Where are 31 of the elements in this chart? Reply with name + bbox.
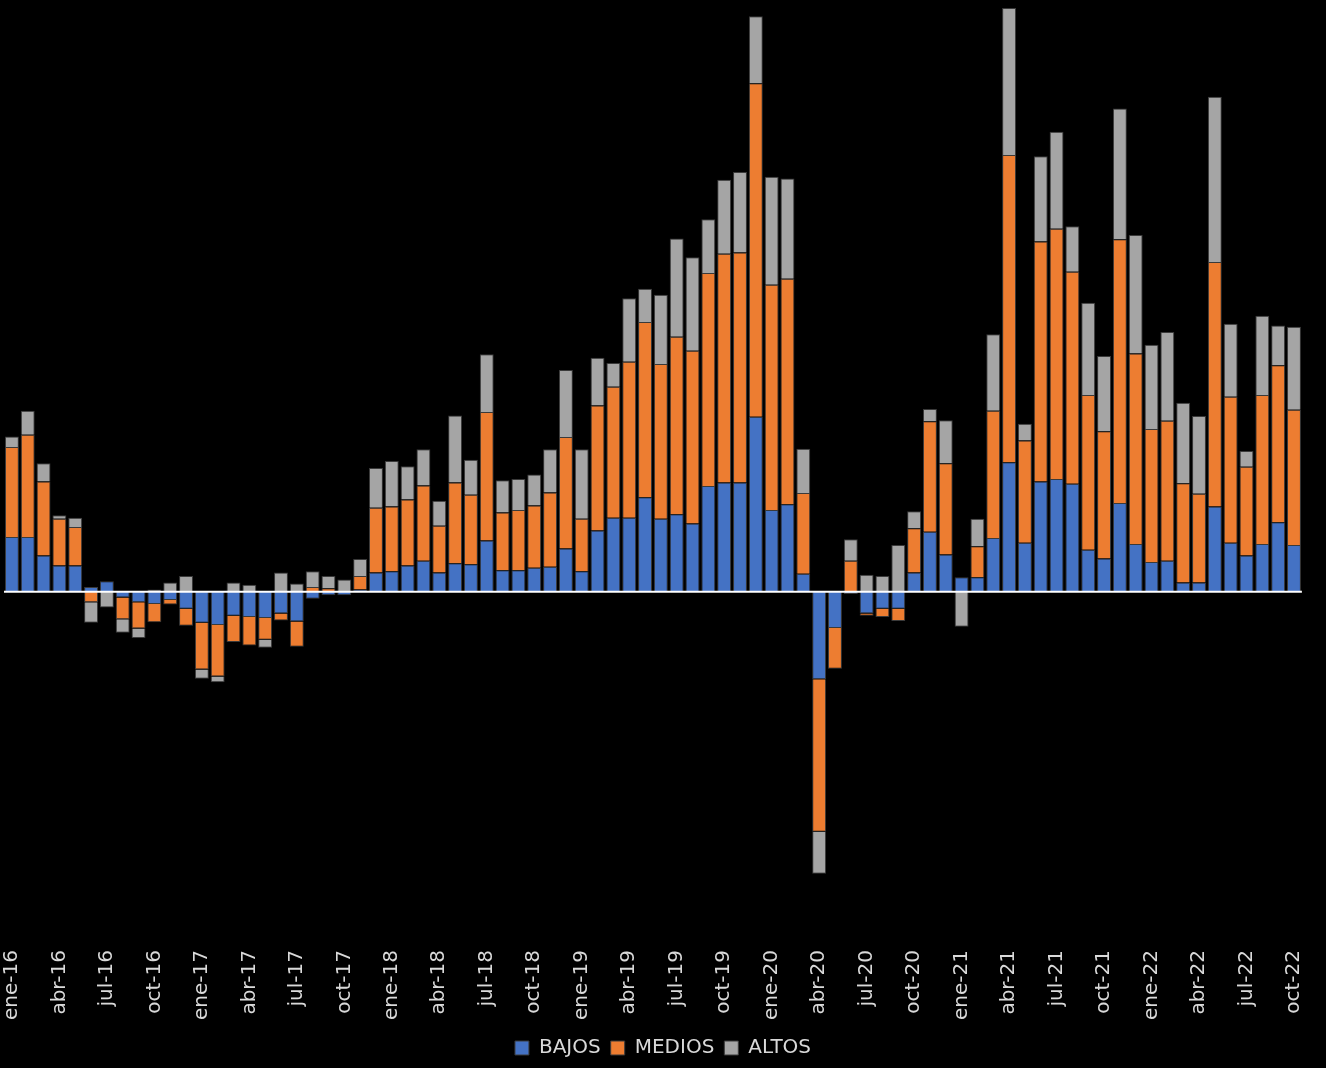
x-tick-label: oct-22	[1280, 950, 1305, 1014]
x-tick-label: abr-17	[235, 950, 260, 1015]
x-tick-label: ene-20	[757, 950, 782, 1020]
x-tick-label: abr-22	[1185, 950, 1210, 1015]
x-tick-label: jul-16	[93, 950, 118, 1008]
x-tick-label: oct-21	[1090, 950, 1115, 1014]
x-tick-label: ene-17	[188, 950, 213, 1020]
x-tick-label: jul-18	[472, 950, 497, 1008]
x-tick-label: oct-20	[900, 950, 925, 1014]
x-tick-label: abr-16	[45, 950, 70, 1015]
x-tick-label: ene-18	[377, 950, 402, 1020]
x-tick-label: oct-17	[330, 950, 355, 1014]
x-tick-label: oct-19	[710, 950, 735, 1014]
x-tick-label: ene-16	[0, 950, 23, 1020]
x-tick-label: ene-22	[1137, 950, 1162, 1020]
legend-label: MEDIOS	[634, 1034, 715, 1059]
x-tick-label: ene-19	[567, 950, 592, 1020]
x-tick-label: oct-16	[140, 950, 165, 1014]
legend-label: ALTOS	[748, 1034, 812, 1059]
x-tick-label: abr-19	[615, 950, 640, 1015]
x-tick-label: oct-18	[520, 950, 545, 1014]
x-tick-label: jul-19	[662, 950, 687, 1008]
legend-label: BAJOS	[538, 1034, 601, 1059]
x-tick-label: jul-21	[1042, 950, 1067, 1008]
x-tick-label: abr-20	[805, 950, 830, 1015]
x-tick-label: ene-21	[947, 950, 972, 1020]
x-tick-label: jul-22	[1232, 950, 1257, 1008]
x-tick-label: jul-20	[852, 950, 877, 1008]
x-tick-label: abr-21	[995, 950, 1020, 1015]
x-tick-label: abr-18	[425, 950, 450, 1015]
x-tick-label: jul-17	[283, 950, 308, 1008]
